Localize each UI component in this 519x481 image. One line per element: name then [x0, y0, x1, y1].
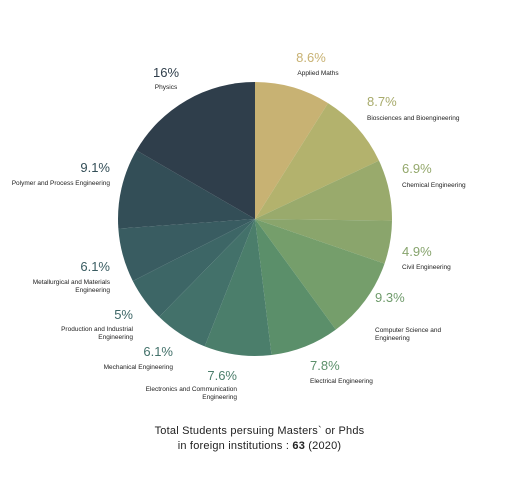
pie-slice-physics — [136, 82, 255, 219]
pie-slice-electrical-engineering — [255, 219, 336, 355]
pie-slice-metallurgical-and-materials-engineering — [118, 219, 255, 281]
slice-category-label: Engineering — [75, 287, 110, 294]
slice-category-label: Computer Science and — [375, 327, 442, 334]
slice-percent-label: 7.8% — [310, 358, 340, 373]
slice-percent-label: 6.1% — [143, 344, 173, 359]
slice-category-label: Electrical Engineering — [310, 378, 373, 385]
slice-percent-label: 8.7% — [367, 94, 397, 109]
slice-percent-label: 9.1% — [80, 160, 110, 175]
slice-percent-label: 5% — [114, 307, 133, 322]
slice-category-label: Electronics and Communication — [146, 386, 238, 393]
slice-category-label: Engineering — [375, 335, 410, 342]
pie-slice-polymer-and-process-engineering — [118, 150, 255, 229]
footer-line2-suffix: (2020) — [305, 440, 342, 452]
slice-category-label: Engineering — [202, 394, 237, 401]
slice-percent-label: 6.1% — [80, 259, 110, 274]
pie-slice-production-and-industrial-engineering — [132, 219, 255, 317]
slice-percent-label: 7.6% — [207, 368, 237, 383]
slice-category-label: Polymer and Process Engineering — [12, 180, 111, 187]
slice-percent-label: 16% — [153, 65, 179, 80]
slice-category-label: Mechanical Engineering — [104, 364, 174, 371]
footer-caption-line1: Total Students persuing Masters` or Phds — [0, 425, 519, 437]
slice-category-label: Civil Engineering — [402, 264, 451, 271]
student-count: 63 — [292, 440, 306, 452]
slice-category-label: Production and Industrial — [61, 326, 133, 333]
footer-line2-prefix: in foreign institutions : — [177, 440, 293, 452]
pie-slice-mechanical-engineering — [159, 219, 255, 347]
slice-percent-label: 4.9% — [402, 244, 432, 259]
pie-slice-chemical-engineering — [255, 160, 392, 221]
footer-line1-text: Total Students persuing Masters` or Phds — [154, 425, 365, 437]
slice-category-label: Physics — [155, 84, 178, 91]
slice-category-label: Biosciences and Bioengineering — [367, 115, 460, 122]
pie-slice-civil-engineering — [255, 219, 392, 264]
pie-slice-computer-science-and-engineering — [255, 219, 385, 330]
slice-category-label: Metallurgical and Materials — [33, 279, 111, 286]
footer-caption-line2: in foreign institutions : 63 (2020) — [0, 440, 519, 452]
slice-percent-label: 9.3% — [375, 290, 405, 305]
pie-slice-applied-maths — [255, 82, 329, 219]
slice-percent-label: 8.6% — [296, 50, 326, 65]
slice-percent-label: 6.9% — [402, 161, 432, 176]
pie-slice-biosciences-and-bioengineering — [255, 103, 379, 219]
slice-category-label: Engineering — [98, 334, 133, 341]
pie-slice-electronics-and-communication-engineering — [204, 219, 272, 357]
slice-category-label: Applied Maths — [297, 70, 339, 77]
slice-category-label: Chemical Engineering — [402, 182, 466, 189]
